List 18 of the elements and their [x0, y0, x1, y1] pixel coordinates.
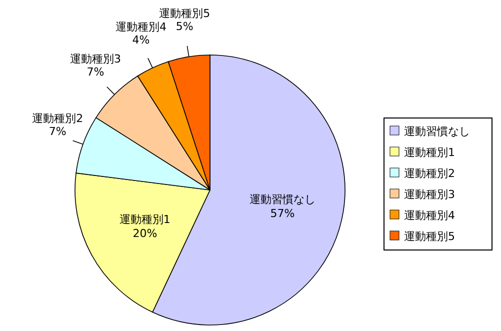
slice-label: 運動種別1: [119, 212, 170, 226]
legend-label: 運動種別1: [404, 146, 455, 159]
slice-label: 運動習慣なし: [249, 193, 316, 206]
legend-label: 運動種別3: [404, 188, 455, 201]
data-label: 57%: [270, 207, 295, 220]
slice-label: 運動種別5: [159, 6, 210, 20]
slice-label: 運動種別3: [70, 52, 121, 66]
data-label: 7%: [86, 65, 104, 78]
data-label: 7%: [48, 125, 66, 138]
legend-label: 運動習慣なし: [404, 125, 470, 138]
slice-label: 運動種別4: [116, 20, 167, 34]
slice-label: 運動種別2: [32, 112, 84, 126]
data-label: 20%: [132, 226, 158, 240]
legend-label: 運動種別2: [404, 167, 455, 180]
data-label: 4%: [132, 33, 150, 46]
legend-label: 運動種別5: [404, 230, 455, 243]
data-label: 5%: [176, 20, 194, 33]
legend-label: 運動種別4: [404, 209, 455, 222]
